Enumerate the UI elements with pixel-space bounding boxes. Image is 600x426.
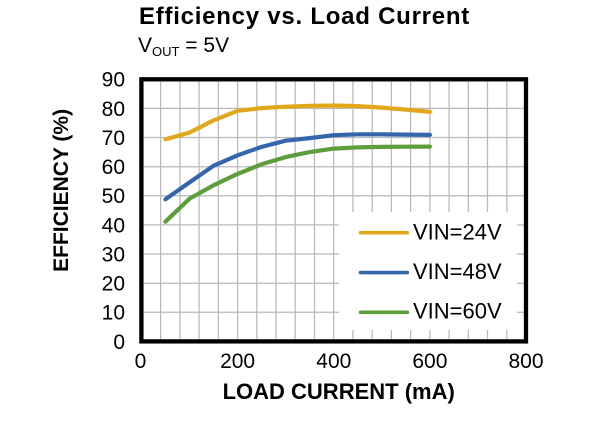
svg-text:200: 200 bbox=[220, 350, 255, 373]
svg-text:600: 600 bbox=[412, 350, 447, 373]
svg-text:800: 800 bbox=[508, 350, 543, 373]
svg-text:0: 0 bbox=[135, 350, 147, 373]
svg-text:50: 50 bbox=[102, 185, 125, 208]
svg-text:40: 40 bbox=[102, 214, 125, 237]
svg-text:10: 10 bbox=[102, 302, 125, 325]
svg-text:60: 60 bbox=[102, 156, 125, 179]
svg-text:Efficiency vs. Load Current: Efficiency vs. Load Current bbox=[139, 3, 470, 30]
svg-text:30: 30 bbox=[102, 243, 125, 266]
svg-text:VIN=48V: VIN=48V bbox=[413, 259, 502, 284]
svg-text:80: 80 bbox=[102, 98, 125, 121]
svg-text:VIN=60V: VIN=60V bbox=[413, 299, 502, 324]
svg-text:70: 70 bbox=[102, 127, 125, 150]
svg-text:VOUT = 5V: VOUT = 5V bbox=[138, 34, 229, 59]
svg-text:90: 90 bbox=[102, 69, 125, 92]
svg-text:0: 0 bbox=[113, 331, 125, 354]
svg-text:LOAD CURRENT (mA): LOAD CURRENT (mA) bbox=[223, 379, 455, 404]
svg-text:VIN=24V: VIN=24V bbox=[413, 219, 502, 244]
svg-text:20: 20 bbox=[102, 273, 125, 296]
svg-text:EFFICIENCY (%): EFFICIENCY (%) bbox=[50, 109, 73, 272]
svg-text:400: 400 bbox=[316, 350, 351, 373]
